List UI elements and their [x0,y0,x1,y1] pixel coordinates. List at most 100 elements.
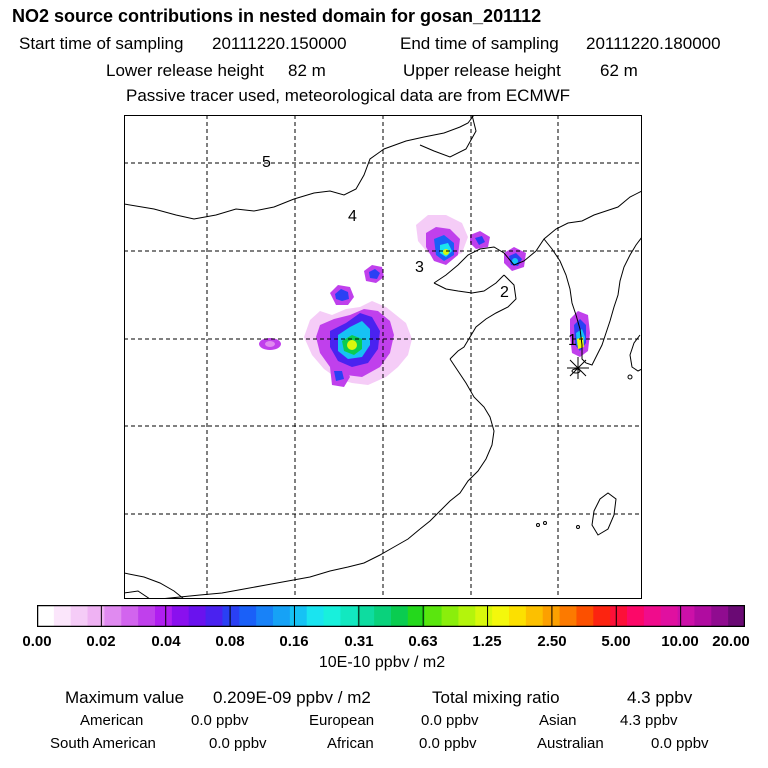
plume-r3b-core [475,236,485,245]
colorbar-cell [37,605,55,627]
colorbar-tick-7: 1.25 [472,633,502,650]
lower-release-value: 82 m [288,61,326,80]
european-value: 0.0 ppbv [421,712,479,729]
upper-release-label: Upper release height [403,61,561,80]
plume-sw-core [334,371,344,381]
colorbar-cell [121,605,139,627]
colorbar-cell [171,605,190,627]
plume-r2-core [512,258,518,264]
colorbar-cell [357,605,375,627]
colorbar-tick-4: 0.16 [279,633,309,650]
colorbar-cell [627,605,645,627]
colorbar-cell [677,605,696,627]
colorbar-tick-9: 5.00 [601,633,631,650]
plume-r3-core [443,249,449,255]
colorbar-cell [391,605,409,627]
colorbar-cell [525,605,544,627]
colorbar-cell [256,605,274,627]
colorbar-cell [340,605,358,627]
colorbar-cell [239,605,257,627]
colorbar-tick-10: 10.00 [661,633,699,650]
coast-shandong-north [433,274,505,294]
colorbar-cell [660,605,679,627]
island-1 [627,374,633,380]
colorbar-cell [441,605,460,627]
colorbar-cell [53,605,72,627]
colorbar-tick-5: 0.31 [344,633,374,650]
colorbar-cell [273,605,291,627]
colorbar-tick-2: 0.04 [151,633,181,650]
south-american-label: South American [50,735,156,752]
border-mongolia [124,115,475,220]
colorbar-tick-6: 0.63 [408,633,438,650]
max-value: 0.209E-09 ppbv / m2 [213,688,371,707]
colorbar-cell [509,605,527,627]
coast-east-china [419,358,495,530]
colorbar-cell [711,605,729,627]
colorbar-cell [87,605,106,627]
colorbar-cell [458,605,476,627]
coast-korea [543,236,642,366]
plume-central-core [347,340,357,350]
island-3 [543,521,547,525]
colorbar-cell [593,605,611,627]
island-4 [576,525,580,529]
european-label: European [309,712,375,729]
border-south-2 [124,590,151,599]
start-time-value: 20111220.150000 [212,34,347,53]
colorbar-cell [475,605,493,627]
island-2 [536,523,540,527]
colorbar-cell [424,605,443,627]
map-panel: 5 4 3 2 1 [124,115,642,599]
colorbar-cell [576,605,594,627]
tracer-note: Passive tracer used, meteorological data… [126,86,571,105]
upper-release-value: 62 m [600,61,638,80]
colorbar-cell [138,605,156,627]
colorbar-cell [374,605,392,627]
max-value-label: Maximum value [65,688,185,707]
region-label-4: 4 [348,208,357,225]
colorbar-cell [306,605,325,627]
colorbar-cell [559,605,578,627]
australian-value: 0.0 ppbv [651,735,709,752]
colorbar-cell [205,605,224,627]
asian-label: Asian [539,712,577,729]
coast-taiwan [591,492,617,536]
african-label: African [327,735,374,752]
australian-label: Australian [537,735,604,752]
south-american-value: 0.0 ppbv [209,735,267,752]
colorbar-cell [694,605,712,627]
coast-japan [629,334,642,372]
colorbar-tick-1: 0.02 [86,633,116,650]
colorbar-cell [188,605,207,627]
colorbar-tick-0: 0.00 [22,633,52,650]
island-jeju [571,368,581,374]
colorbar-cell [155,605,173,627]
colorbar-cell [492,605,510,627]
border-south-1 [124,572,185,599]
plume-mid-core [369,269,380,279]
region-label-1: 1 [568,332,577,349]
start-time-label: Start time of sampling [19,34,184,53]
colorbar-cell [289,605,308,627]
colorbar-cell [104,605,122,627]
region-label-3: 3 [415,259,424,276]
total-mixing-value: 4.3 ppbv [627,688,693,707]
coast-shandong-south [449,274,517,360]
american-value: 0.0 ppbv [191,712,249,729]
colorbar-cell [728,605,745,627]
colorbar-cell [222,605,240,627]
african-value: 0.0 ppbv [419,735,477,752]
coast-bohai [433,190,642,284]
total-mixing-label: Total mixing ratio [432,688,560,707]
border-north [419,115,477,158]
american-label: American [80,712,144,729]
colorbar-cell [70,605,89,627]
colorbar-unit-label: 10E-10 ppbv / m2 [318,654,446,671]
colorbar-tick-11: 20.00 [712,633,750,650]
chart-title: NO2 source contributions in nested domai… [12,6,542,26]
lower-release-label: Lower release height [106,61,264,80]
end-time-label: End time of sampling [400,34,559,53]
release-site-marker [567,357,589,379]
region-label-5: 5 [262,154,271,171]
